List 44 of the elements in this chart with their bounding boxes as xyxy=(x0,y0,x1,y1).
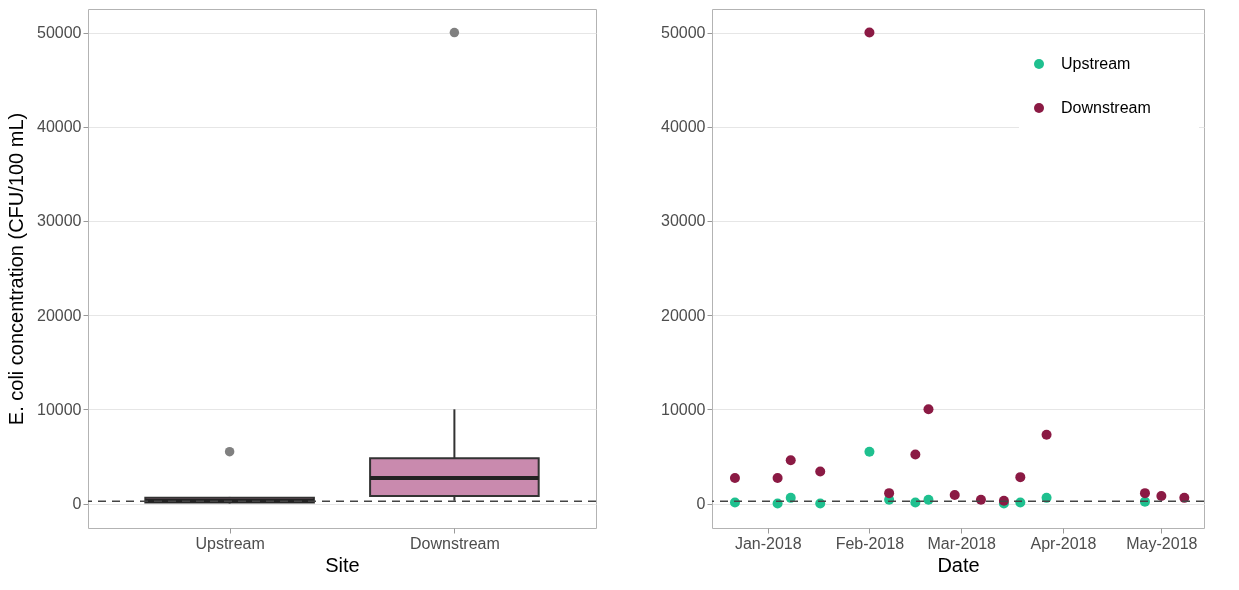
y-tick-label: 50000 xyxy=(661,24,706,42)
point xyxy=(729,473,740,484)
point xyxy=(729,497,740,508)
y-tick-label: 40000 xyxy=(37,118,82,136)
point xyxy=(923,404,934,415)
point xyxy=(975,494,986,505)
y-tick-label: 30000 xyxy=(661,212,706,230)
point xyxy=(864,27,875,38)
y-tick-label: 30000 xyxy=(37,212,82,230)
point xyxy=(1041,429,1052,440)
x-tick-label: Jan-2018 xyxy=(734,534,802,552)
point xyxy=(815,466,826,477)
point xyxy=(1015,472,1026,483)
point xyxy=(1139,488,1150,499)
y-tick-label: 10000 xyxy=(661,400,706,418)
x-tick-label: Downstream xyxy=(409,534,500,552)
x-tick-label: Mar-2018 xyxy=(927,534,997,552)
y-tick-label: 0 xyxy=(696,495,706,513)
y-axis-title: E. coli concentration (CFU/100 mL) xyxy=(5,112,28,426)
point xyxy=(910,497,921,508)
point xyxy=(785,492,796,503)
point xyxy=(864,446,875,457)
point xyxy=(785,455,796,466)
y-tick-label: 20000 xyxy=(37,306,82,324)
x-tick-label: Upstream xyxy=(195,534,265,552)
point xyxy=(923,494,934,505)
x-axis-title: Site xyxy=(325,553,360,576)
point xyxy=(949,490,960,501)
y-tick-label: 20000 xyxy=(661,306,706,324)
x-tick-label: May-2018 xyxy=(1126,534,1198,552)
point xyxy=(884,488,895,499)
y-tick-label: 50000 xyxy=(37,24,82,42)
point xyxy=(1156,490,1167,501)
point xyxy=(910,449,921,460)
x-tick-label: Apr-2018 xyxy=(1030,534,1097,552)
legend-label: Upstream xyxy=(1061,55,1131,72)
y-tick-label: 10000 xyxy=(37,400,82,418)
point xyxy=(1179,492,1190,503)
legend-label: Downstream xyxy=(1061,99,1151,116)
x-axis-title: Date xyxy=(937,553,980,576)
y-tick-label: 40000 xyxy=(661,118,706,136)
y-tick-label: 0 xyxy=(72,495,82,513)
x-tick-label: Feb-2018 xyxy=(835,534,905,552)
point xyxy=(772,473,783,484)
